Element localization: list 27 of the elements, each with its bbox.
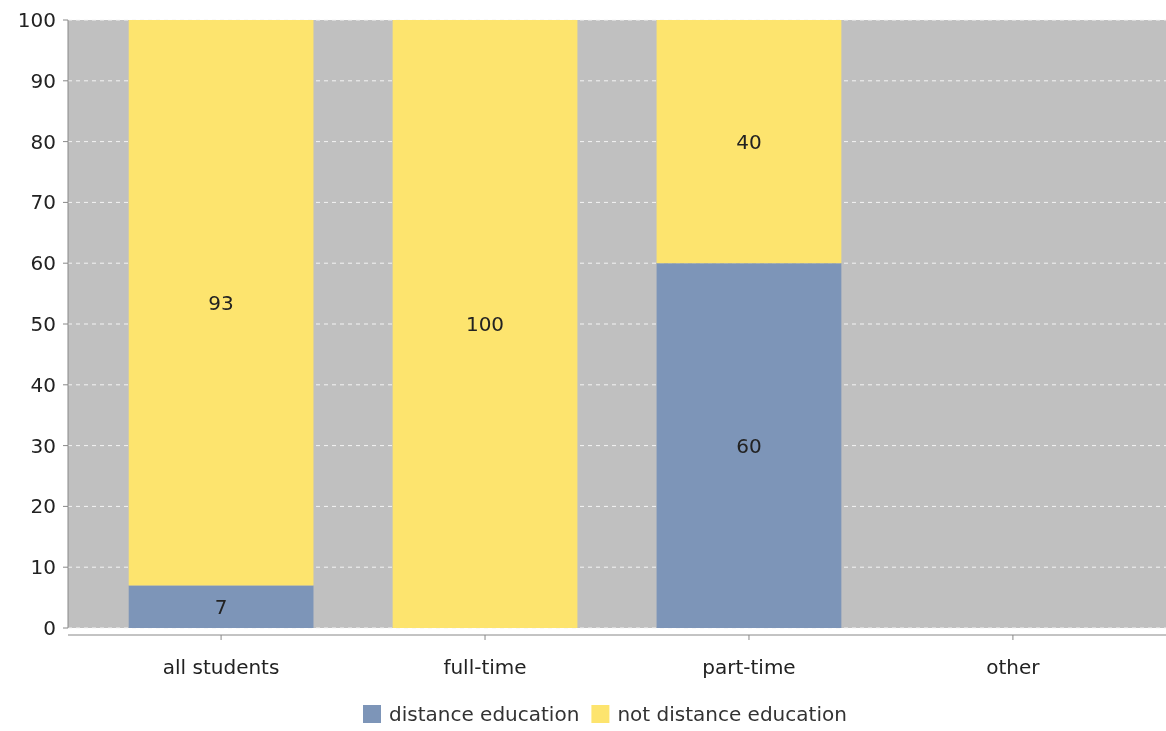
bar [656, 20, 842, 264]
bar [392, 20, 578, 628]
y-tick-label: 20 [30, 494, 56, 519]
data-label: 93 [208, 290, 234, 315]
y-tick-label: 50 [30, 312, 56, 336]
bar [656, 263, 842, 628]
y-tick-label: 0 [43, 616, 56, 640]
y-tick-label: 70 [30, 190, 56, 215]
data-label: 40 [736, 129, 762, 154]
y-tick-label: 10 [30, 555, 56, 580]
y-tick-label: 40 [30, 372, 56, 397]
y-tick-label: 80 [30, 129, 56, 154]
data-label: 7 [214, 594, 228, 619]
bar [128, 585, 314, 628]
legend-label: not distance education [617, 702, 847, 726]
data-label: 100 [465, 312, 505, 336]
legend-label: distance education [389, 702, 580, 726]
y-tick-label: 100 [17, 8, 56, 32]
y-tick-label: 90 [30, 68, 56, 93]
x-tick-label: all students [162, 655, 280, 679]
bar [128, 20, 314, 586]
data-label: 60 [736, 433, 762, 458]
x-tick-label: other [986, 655, 1041, 679]
x-tick-label: part-time [702, 655, 796, 679]
y-tick-label: 30 [30, 433, 56, 458]
x-tick-label: full-time [443, 655, 527, 679]
y-tick-label: 60 [30, 251, 56, 276]
